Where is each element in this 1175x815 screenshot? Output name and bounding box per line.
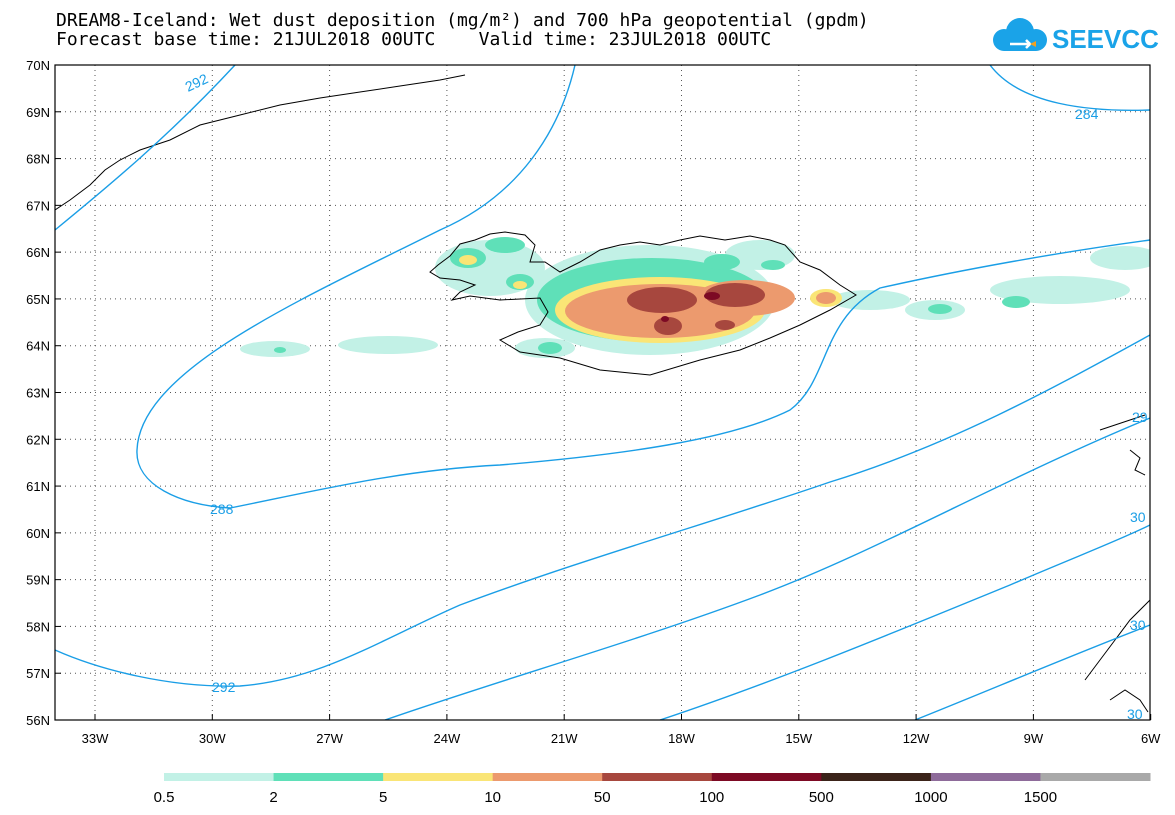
contour-label: 292 xyxy=(183,70,211,94)
map-grid xyxy=(55,65,1150,720)
coastlines xyxy=(55,74,1150,713)
colorbar-swatch xyxy=(711,773,822,781)
colorbar-tick-label: 1500 xyxy=(1024,789,1057,806)
cloud-icon xyxy=(993,18,1047,51)
lon-tick-label: 12W xyxy=(903,731,930,746)
lat-tick-label: 62N xyxy=(26,432,50,447)
colorbar-swatch xyxy=(273,773,384,781)
colorbar-tick-label: 500 xyxy=(809,789,834,806)
lat-tick-label: 67N xyxy=(26,198,50,213)
lat-tick-label: 59N xyxy=(26,573,50,588)
map-title: DREAM8-Iceland: Wet dust deposition (mg/… xyxy=(56,10,869,31)
lat-tick-label: 61N xyxy=(26,479,50,494)
lon-tick-label: 18W xyxy=(668,731,695,746)
lon-tick-label: 21W xyxy=(551,731,578,746)
seevccc-logo: SEEVCCC xyxy=(993,18,1160,54)
contour-label: 30 xyxy=(1130,617,1146,633)
lat-tick-label: 60N xyxy=(26,526,50,541)
contour-label: 29 xyxy=(1132,409,1148,425)
geopotential-contours xyxy=(55,65,1150,720)
lat-tick-label: 69N xyxy=(26,105,50,120)
contour-label: 284 xyxy=(1075,106,1099,122)
lat-tick-label: 64N xyxy=(26,339,50,354)
latitude-axis: 70N 69N 68N 67N 66N 65N 64N 63N 62N 61N 60N 59N 58N 5… xyxy=(26,58,61,728)
colorbar-tick-label: 0.5 xyxy=(154,789,175,806)
lat-tick-label: 65N xyxy=(26,292,50,307)
lon-tick-label: 30W xyxy=(199,731,226,746)
lat-tick-label: 68N xyxy=(26,152,50,167)
lat-tick-label: 58N xyxy=(26,619,50,634)
lon-tick-label: 6W xyxy=(1141,731,1161,746)
colorbar-tick-label: 50 xyxy=(594,789,611,806)
dust-deposition-field xyxy=(240,237,1150,358)
colorbar-swatch xyxy=(492,773,603,781)
colorbar-swatch xyxy=(164,773,275,781)
lon-tick-label: 27W xyxy=(316,731,343,746)
lat-tick-label: 70N xyxy=(26,58,50,73)
logo-text: SEEVCCC xyxy=(1052,24,1160,54)
colorbar-tick-label: 100 xyxy=(699,789,724,806)
contour-labels: 292 284 288 292 29 30 30 30 xyxy=(183,70,1148,722)
colorbar-swatch xyxy=(930,773,1041,781)
colorbar-swatch xyxy=(602,773,713,781)
colorbar-tick-label: 5 xyxy=(379,789,387,806)
colorbar-tick-label: 1000 xyxy=(914,789,947,806)
contour-label: 30 xyxy=(1127,706,1143,722)
lon-tick-label: 9W xyxy=(1024,731,1044,746)
contour-label: 288 xyxy=(210,501,234,517)
lat-tick-label: 57N xyxy=(26,666,50,681)
longitude-axis: 33W 30W 27W 24W 21W 18W 15W 12W 9W 6W xyxy=(82,714,1161,746)
colorbar-swatch xyxy=(1040,773,1151,781)
lat-tick-label: 56N xyxy=(26,713,50,728)
lon-tick-label: 15W xyxy=(785,731,812,746)
colorbar: 0.5 2 5 10 50 100 500 1000 1500 xyxy=(154,773,1151,806)
lon-tick-label: 33W xyxy=(82,731,109,746)
colorbar-tick-label: 2 xyxy=(269,789,277,806)
colorbar-swatch xyxy=(383,773,494,781)
contour-label: 30 xyxy=(1130,509,1146,525)
lat-tick-label: 66N xyxy=(26,245,50,260)
colorbar-tick-label: 10 xyxy=(484,789,501,806)
lon-tick-label: 24W xyxy=(434,731,461,746)
contour-label: 292 xyxy=(212,679,236,695)
colorbar-swatch xyxy=(821,773,932,781)
lat-tick-label: 63N xyxy=(26,386,50,401)
map-subtitle: Forecast base time: 21JUL2018 00UTC Vali… xyxy=(56,29,772,50)
